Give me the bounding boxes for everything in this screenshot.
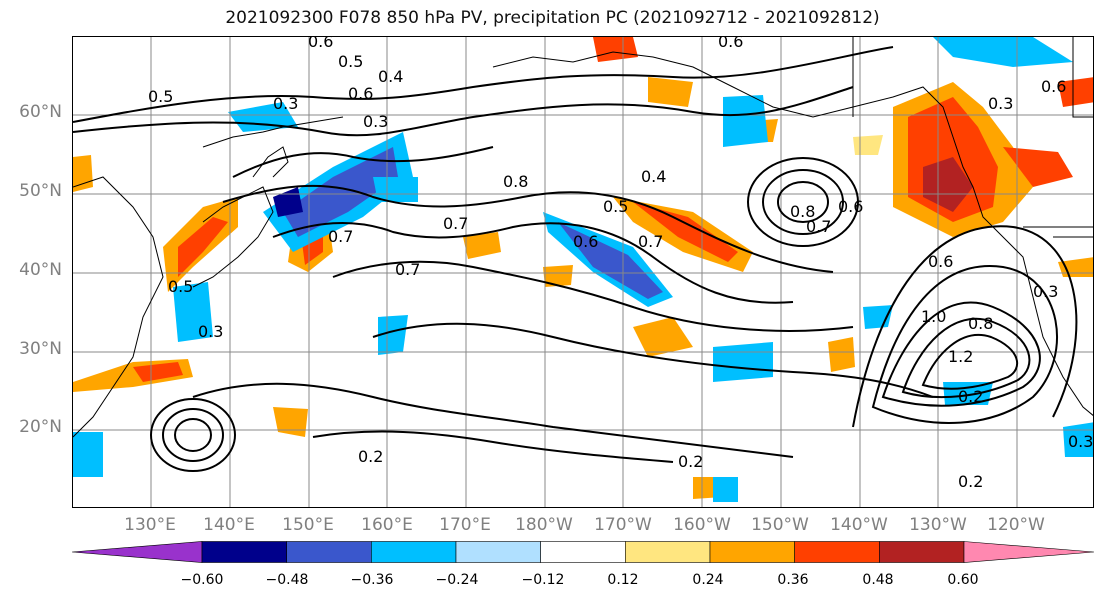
contour-label: 0.6 [573, 232, 598, 251]
lat-label: 50°N [19, 181, 62, 201]
contour-label: 0.6 [1041, 77, 1066, 96]
map-canvas: 0.6 0.5 0.4 0.3 0.6 0.3 0.5 0.7 0.8 0.4 … [73, 37, 1093, 507]
contour-label: 0.8 [503, 172, 528, 191]
colorbar-tick: −0.24 [435, 572, 479, 588]
colorbar-tick: −0.36 [350, 572, 394, 588]
contour-label: 1.2 [948, 347, 973, 366]
colorbar-tick: −0.60 [180, 572, 224, 588]
contour-label: 0.5 [148, 87, 173, 106]
colorbar-tick: −0.12 [521, 572, 565, 588]
colorbar-tick: 0.24 [692, 572, 724, 588]
lon-label: 160°W [673, 515, 731, 535]
contour-label: 0.8 [790, 202, 815, 221]
lon-label: 140°E [203, 515, 255, 535]
lat-label: 20°N [19, 417, 62, 437]
contour-label: 0.2 [358, 447, 383, 466]
colorbar-segment [625, 541, 711, 563]
precip-negative-shading [73, 37, 1093, 502]
colorbar-segment [540, 541, 626, 563]
colorbar-segment [72, 541, 203, 563]
lon-label: 180°W [515, 515, 573, 535]
lon-label: 130°E [124, 515, 176, 535]
contour-label: 0.3 [273, 94, 298, 113]
lon-label: 130°W [909, 515, 967, 535]
lat-label: 60°N [19, 102, 62, 122]
contour-label: 0.5 [603, 197, 628, 216]
contour-label: 0.3 [363, 112, 388, 131]
colorbar [72, 541, 1094, 563]
contour-label: 0.3 [1068, 432, 1093, 451]
contour-label: 0.3 [1033, 282, 1058, 301]
colorbar-segment [286, 541, 372, 563]
map-panel: 0.6 0.5 0.4 0.3 0.6 0.3 0.5 0.7 0.8 0.4 … [72, 36, 1094, 508]
lat-label: 30°N [19, 339, 62, 359]
pv-contours [73, 46, 1078, 472]
contour-label: 0.6 [718, 37, 743, 51]
colorbar-tick: 0.60 [947, 572, 979, 588]
contour-label: 0.6 [308, 37, 333, 51]
contour-label: 0.7 [443, 214, 468, 233]
contour-label: 1.0 [921, 307, 946, 326]
contour-label: 0.7 [328, 227, 353, 246]
contour-label: 0.5 [338, 52, 363, 71]
colorbar-segment [963, 541, 1094, 563]
colorbar-segment [794, 541, 880, 563]
chart-title: 2021092300 F078 850 hPa PV, precipitatio… [225, 8, 880, 28]
contour-label: 0.7 [638, 232, 663, 251]
contour-label: 0.3 [198, 322, 223, 341]
contour-label: 0.5 [168, 277, 193, 296]
colorbar-segment [455, 541, 541, 563]
contour-label: 0.2 [958, 472, 983, 491]
colorbar-segment [879, 541, 965, 563]
contour-label: 0.7 [395, 260, 420, 279]
colorbar-segments [72, 541, 1094, 563]
contour-label: 0.3 [988, 94, 1013, 113]
lon-label: 170°W [594, 515, 652, 535]
colorbar-tick: 0.12 [607, 572, 639, 588]
contour-labels: 0.6 0.5 0.4 0.3 0.6 0.3 0.5 0.7 0.8 0.4 … [148, 37, 1093, 491]
lat-label: 40°N [19, 260, 62, 280]
contour-label: 0.6 [928, 252, 953, 271]
lon-label: 150°W [751, 515, 809, 535]
colorbar-segment [371, 541, 457, 563]
contour-label: 0.8 [968, 314, 993, 333]
contour-label: 0.4 [641, 167, 666, 186]
contour-label: 0.2 [678, 452, 703, 471]
lon-label: 150°E [282, 515, 334, 535]
lon-label: 160°E [361, 515, 413, 535]
contour-label: 0.6 [838, 197, 863, 216]
coastlines [73, 37, 1093, 438]
lon-label: 140°W [830, 515, 888, 535]
lon-label: 170°E [439, 515, 491, 535]
contour-label: 0.4 [378, 67, 403, 86]
map-gridlines [73, 37, 1093, 507]
colorbar-tick: −0.48 [265, 572, 309, 588]
colorbar-tick: 0.48 [862, 572, 894, 588]
contour-label: 0.6 [348, 84, 373, 103]
colorbar-segment [201, 541, 287, 563]
colorbar-tick: 0.36 [777, 572, 809, 588]
contour-label: 0.2 [958, 387, 983, 406]
lon-label: 120°W [987, 515, 1045, 535]
colorbar-segment [709, 541, 795, 563]
contour-label: 0.7 [806, 217, 831, 236]
